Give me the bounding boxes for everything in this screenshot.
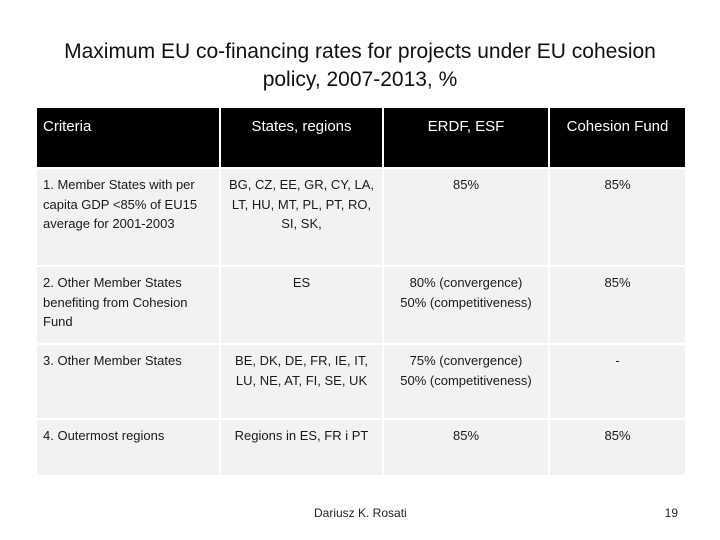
- erdf-rate-convergence: 75% (convergence): [409, 353, 523, 368]
- header-cohesion-fund: Cohesion Fund: [549, 108, 685, 169]
- slide-title-line-2: policy, 2007-2013, %: [262, 68, 458, 91]
- erdf-rate: 85%: [452, 177, 480, 192]
- header-criteria: Criteria: [37, 108, 221, 169]
- criteria-cell: 4. Outermost regions: [37, 419, 221, 477]
- erdf-rate-convergence: 80% (convergence): [409, 275, 523, 290]
- table-row: 3. Other Member States BE, DK, DE, FR, I…: [37, 344, 685, 420]
- table-row: 1. Member States with per capita GDP <85…: [37, 168, 685, 267]
- criteria-cell: 3. Other Member States: [37, 344, 221, 420]
- criteria-cell: 1. Member States with per capita GDP <85…: [37, 168, 221, 267]
- erdf-rate-competitiveness: 50% (competitiveness): [400, 294, 532, 310]
- erdf-cell: 85%: [383, 419, 550, 477]
- table-row: 4. Outermost regions Regions in ES, FR i…: [37, 419, 685, 477]
- cofinancing-rates-table: Criteria States, regions ERDF, ESF Cohes…: [37, 108, 685, 477]
- states-cell: BG, CZ, EE, GR, CY, LA, LT, HU, MT, PL, …: [220, 168, 384, 267]
- slide-title-line-1: Maximum EU co-financing rates for projec…: [64, 40, 656, 63]
- erdf-cell: 80% (convergence) 50% (competitiveness): [383, 266, 550, 345]
- criteria-cell: 2. Other Member States benefiting from C…: [37, 266, 221, 345]
- states-cell: Regions in ES, FR i PT: [220, 419, 384, 477]
- header-states-regions: States, regions: [220, 108, 384, 169]
- cohesion-cell: -: [549, 344, 685, 420]
- footer-author: Dariusz K. Rosati: [314, 506, 407, 520]
- erdf-cell: 85%: [383, 168, 550, 267]
- page-number: 19: [664, 506, 678, 520]
- cohesion-cell: 85%: [549, 168, 685, 267]
- cohesion-cell: 85%: [549, 266, 685, 345]
- erdf-rate: 85%: [452, 428, 480, 443]
- states-cell: ES: [220, 266, 384, 345]
- header-erdf-esf: ERDF, ESF: [383, 108, 550, 169]
- cohesion-cell: 85%: [549, 419, 685, 477]
- erdf-cell: 75% (convergence) 50% (competitiveness): [383, 344, 550, 420]
- table-header-row: Criteria States, regions ERDF, ESF Cohes…: [37, 108, 685, 169]
- table-row: 2. Other Member States benefiting from C…: [37, 266, 685, 345]
- slide-title: Maximum EU co-financing rates for projec…: [40, 38, 680, 94]
- states-cell: BE, DK, DE, FR, IE, IT, LU, NE, AT, FI, …: [220, 344, 384, 420]
- erdf-rate-competitiveness: 50% (competitiveness): [400, 372, 532, 388]
